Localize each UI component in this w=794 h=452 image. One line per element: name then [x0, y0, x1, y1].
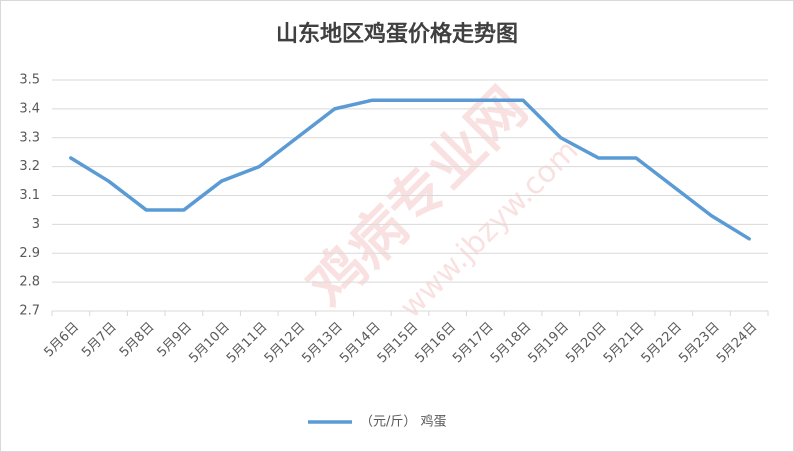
- series-line: [69, 98, 751, 241]
- y-tick-label: 3.2: [19, 159, 40, 174]
- y-tick-label: 3.3: [19, 130, 40, 145]
- y-tick-label: 2.8: [19, 275, 40, 290]
- y-tick-label: 3: [32, 217, 40, 232]
- y-tick-label: 2.7: [19, 304, 40, 319]
- chart-title: 山东地区鸡蛋价格走势图: [276, 21, 518, 47]
- y-tick-label: 2.9: [19, 246, 40, 261]
- y-tick-label: 3.4: [19, 101, 40, 116]
- y-tick-label: 3.1: [19, 188, 40, 203]
- y-tick-label: 3.5: [19, 73, 40, 88]
- legend-label: （元/斤） 鸡蛋: [360, 414, 447, 430]
